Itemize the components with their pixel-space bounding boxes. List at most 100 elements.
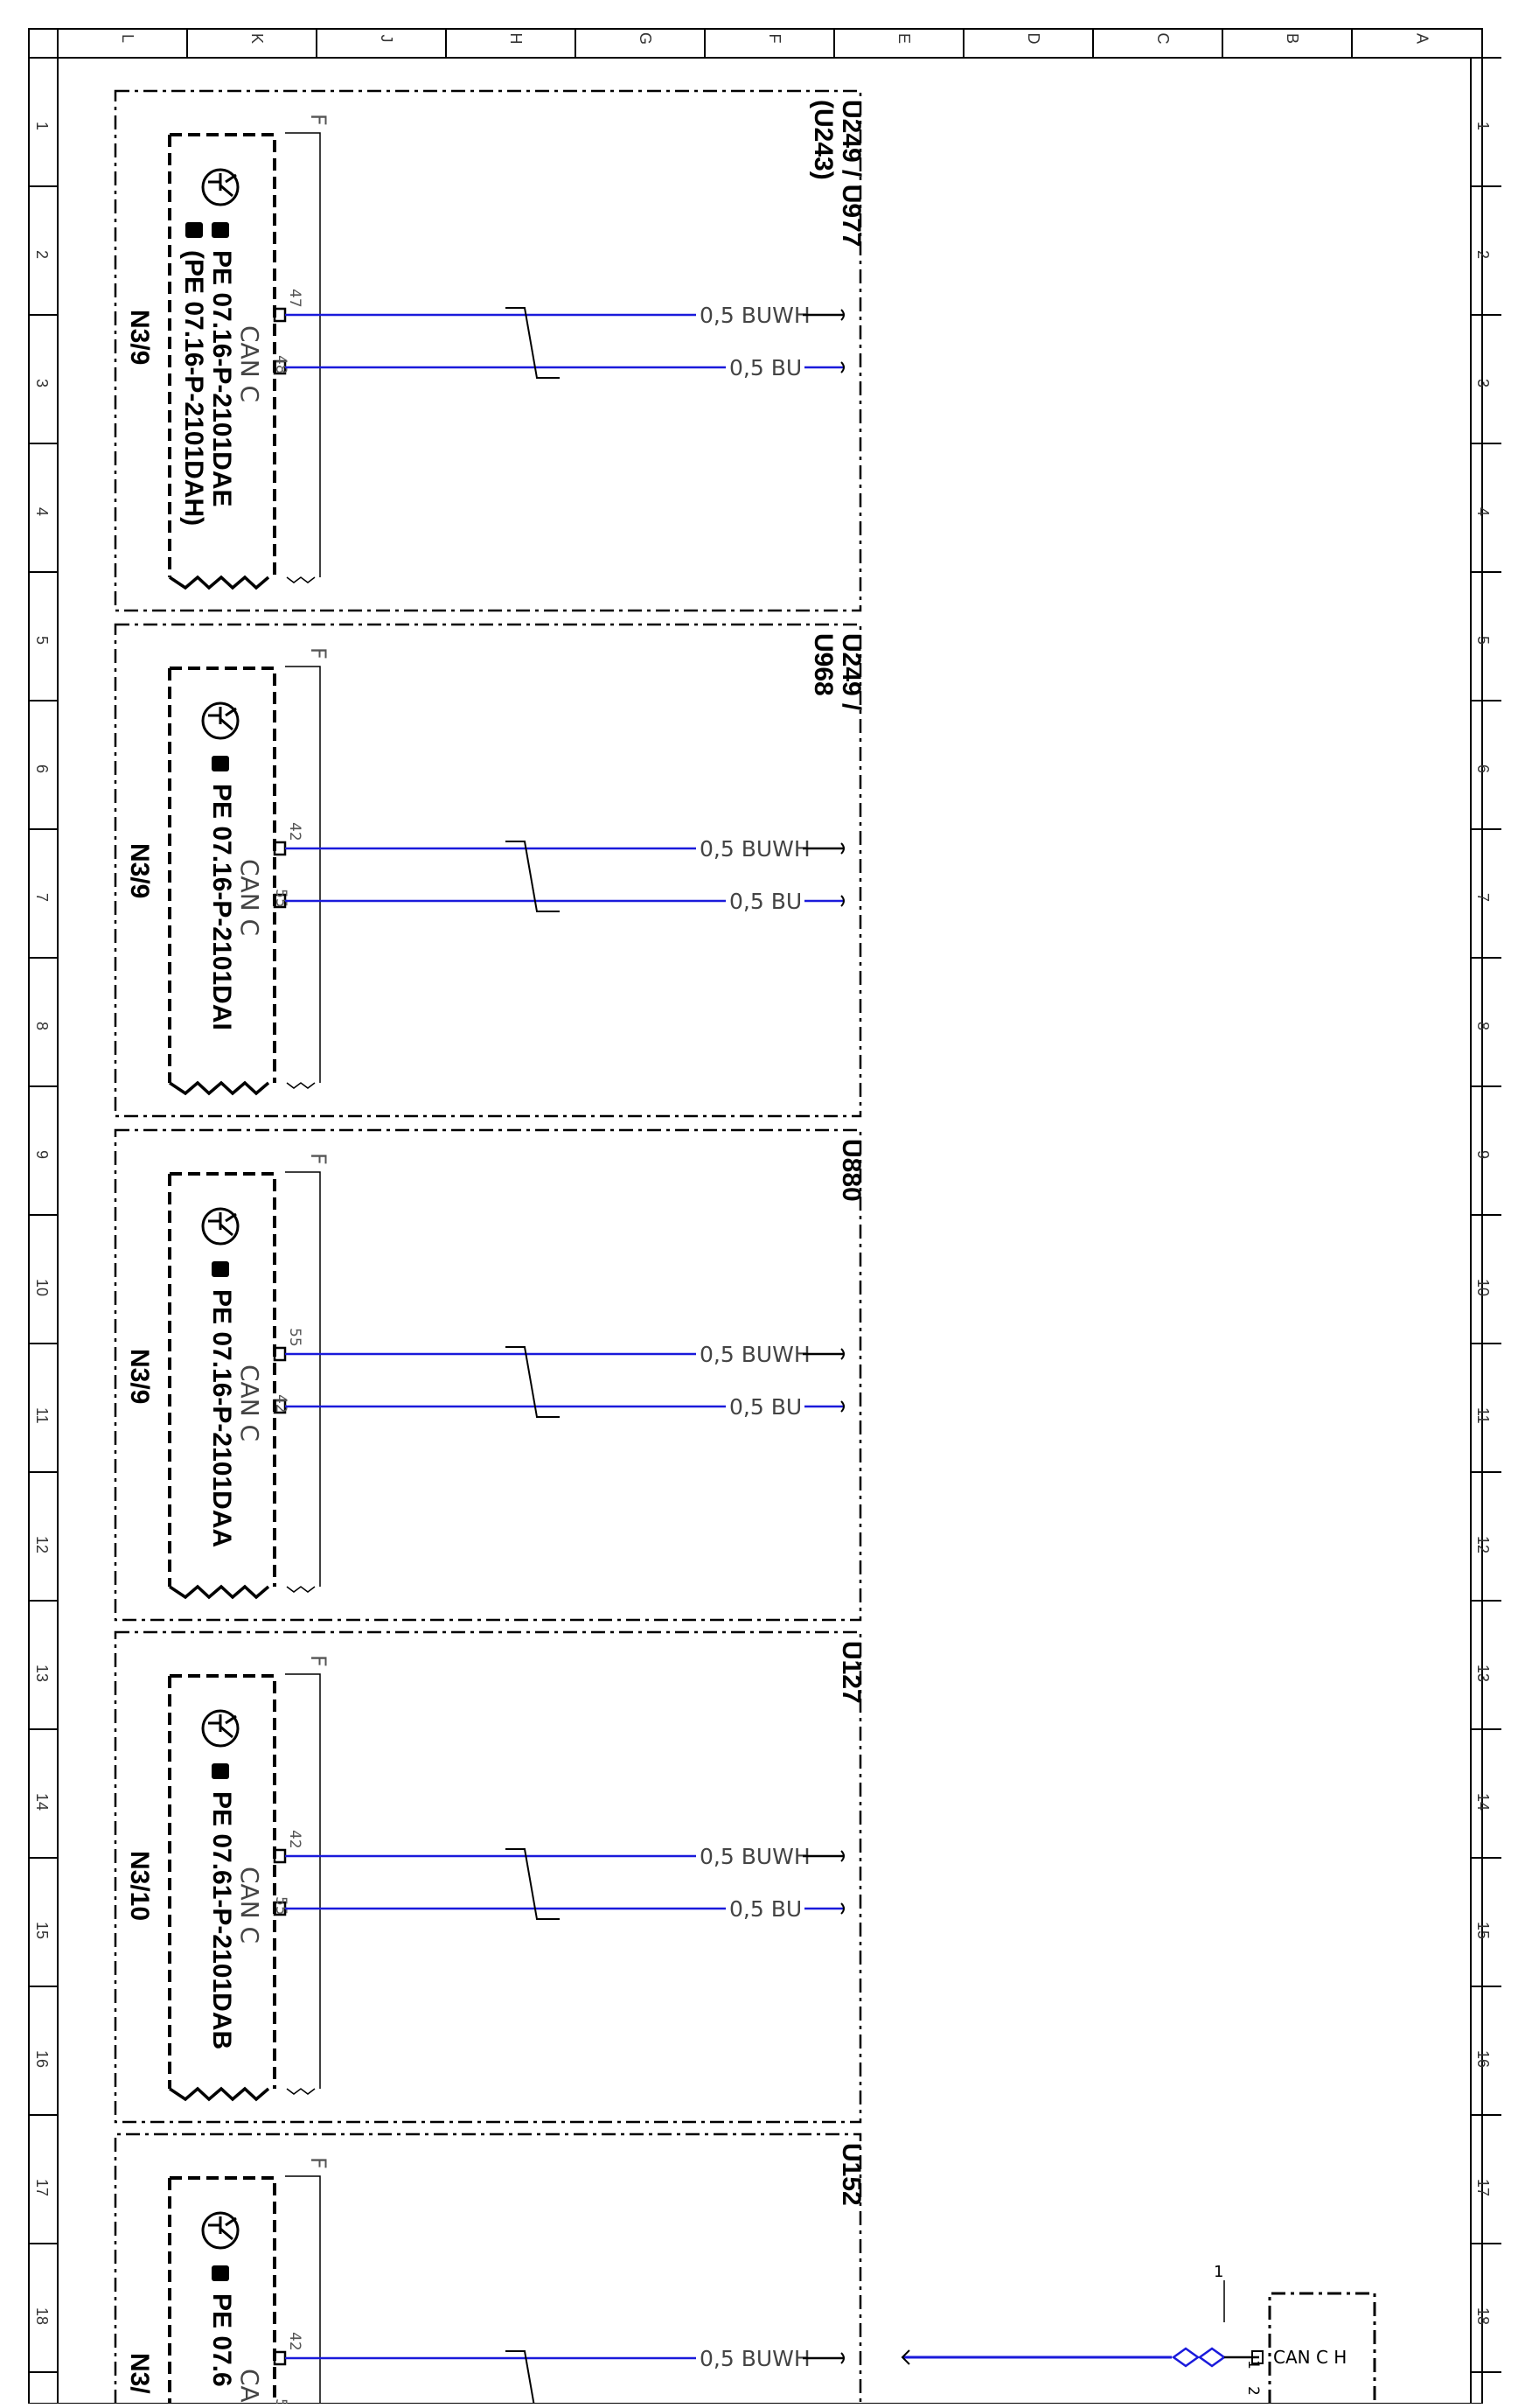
component-reference-2: (PE 07.16-P-2101DAH)	[179, 250, 208, 526]
wire-terminal-mark	[840, 2352, 845, 2364]
module-4: F PE 07.61-P-2101DAB N3/10 CAN C U127 42 55 0,5…	[114, 1630, 866, 2124]
wire-label: 0,5 BU	[729, 355, 802, 380]
bus-label: CAN C	[235, 325, 264, 402]
row-number-right: 2	[1474, 250, 1492, 259]
module-frame	[114, 2132, 862, 2404]
column-letter: A	[1414, 33, 1431, 44]
twisted-pair-mark	[505, 1848, 560, 1920]
reference-hand-icon	[212, 1763, 229, 1779]
zigzag-small	[286, 2088, 316, 2095]
column-letter: H	[507, 33, 525, 45]
module-frame	[114, 1630, 862, 2124]
wire-terminal-mark	[840, 895, 845, 907]
row-number-left: 16	[33, 2050, 51, 2068]
row-number-left: 10	[33, 1279, 51, 1296]
module-id-label-2: (U243)	[809, 100, 838, 180]
column-letter: J	[378, 35, 395, 43]
bus-label: CAN	[235, 2369, 264, 2404]
connector-pin-1: 1	[1244, 2360, 1262, 2370]
flag-bracket	[285, 666, 321, 1083]
zigzag-break	[169, 1080, 270, 1096]
pin-number: 55	[272, 2398, 289, 2404]
module-id-label: U249 /	[837, 633, 866, 711]
module-id-label: U152	[837, 2143, 866, 2206]
pin-number: 55	[286, 1328, 303, 1347]
flag-bracket	[285, 1673, 321, 2089]
wire-terminal-mark	[840, 1902, 845, 1915]
row-number-left: 5	[33, 636, 51, 645]
wire-label: 0,5 BU	[729, 1394, 802, 1420]
row-number-right: 17	[1474, 2179, 1492, 2196]
wire-terminal-mark	[840, 1348, 845, 1360]
pin-number: 42	[286, 1830, 303, 1849]
module-frame	[114, 1128, 862, 1622]
component-code: N3/9	[125, 1349, 154, 1404]
module-3: F PE 07.16-P-2101DAA N3/9 CAN C U880 55 42 0,5 …	[114, 1128, 866, 1622]
connector-tag: 1	[1214, 2263, 1223, 2281]
reference-hand-icon	[212, 756, 229, 771]
module-2: F PE 07.16-P-2101DAI N3/9 CAN C U249 /U968 42…	[114, 623, 866, 1118]
row-number-left: 1	[33, 122, 51, 130]
connector-pin-2: 2	[1244, 2386, 1262, 2396]
wire-terminal-mark	[840, 309, 845, 321]
wire-terminal-mark	[840, 1850, 845, 1862]
twisted-pair-mark	[505, 841, 560, 912]
row-number-right: 4	[1474, 507, 1492, 516]
row-number-right: 8	[1474, 1022, 1492, 1030]
transistor-icon	[201, 2211, 240, 2250]
transistor-icon	[201, 168, 240, 206]
transistor-glyph	[208, 1714, 237, 1739]
pin-number: 42	[272, 1394, 289, 1413]
row-number-right: 14	[1474, 1793, 1492, 1811]
pin-number: 48	[272, 355, 289, 374]
wire-label: 0,5 BUWH	[700, 2346, 811, 2371]
component-reference-1: PE 07.6	[207, 2293, 236, 2387]
row-number-left: 11	[33, 1407, 51, 1424]
row-number-right: 18	[1474, 2307, 1492, 2325]
pin-number: 55	[272, 1896, 289, 1916]
row-number-left: 8	[33, 1022, 51, 1030]
connector-label: CAN C H	[1273, 2347, 1347, 2368]
connector-box	[1268, 2292, 1376, 2404]
column-letter: K	[248, 33, 266, 44]
pin-number: 42	[286, 2332, 303, 2351]
transistor-icon	[201, 701, 240, 740]
row-number-left: 14	[33, 1793, 51, 1811]
wire-label: 0,5 BU	[729, 889, 802, 914]
wire-terminal-mark	[840, 1400, 845, 1413]
row-number-right: 12	[1474, 1536, 1492, 1553]
component-reference-1: PE 07.16-P-2101DAI	[207, 784, 236, 1030]
transistor-glyph	[208, 173, 237, 198]
row-number-left: 13	[33, 1665, 51, 1682]
zigzag-small	[286, 576, 316, 583]
twisted-pair-mark	[505, 307, 560, 379]
row-number-right: 6	[1474, 764, 1492, 773]
flag-bracket	[285, 1171, 321, 1587]
row-number-left: 17	[33, 2179, 51, 2196]
wire-terminal-mark	[840, 361, 845, 373]
flag-bracket	[285, 2175, 321, 2404]
row-number-right: 11	[1474, 1407, 1492, 1424]
module-list: F PE 07.16-P-2101DAE(PE 07.16-P-2101DAH) N…	[114, 89, 866, 2408]
module-1: F PE 07.16-P-2101DAE(PE 07.16-P-2101DAH) N…	[114, 89, 866, 612]
row-number-right: 7	[1474, 893, 1492, 902]
wire-label: 0,5 BU	[729, 1896, 802, 1922]
zigzag-small	[286, 1586, 316, 1593]
flag-label: F	[306, 114, 331, 126]
row-number-right: 16	[1474, 2050, 1492, 2068]
row-number-left: 15	[33, 1922, 51, 1939]
column-letter: C	[1154, 33, 1172, 45]
wire-label: 0,5 BUWH	[700, 1342, 811, 1367]
component-code: N3/9	[125, 310, 154, 365]
row-number-right: 13	[1474, 1665, 1492, 1682]
wire-label: 0,5 BUWH	[700, 303, 811, 328]
twisted-pair-mark	[505, 1346, 560, 1418]
pin-number: 47	[286, 289, 303, 308]
row-number-right: 1	[1474, 122, 1492, 130]
connector-can-c-h: 1 1 2 CAN C H	[901, 2263, 1376, 2404]
wire-break-mark	[901, 2349, 910, 2365]
component-reference-1: PE 07.61-P-2101DAB	[207, 1791, 236, 2049]
